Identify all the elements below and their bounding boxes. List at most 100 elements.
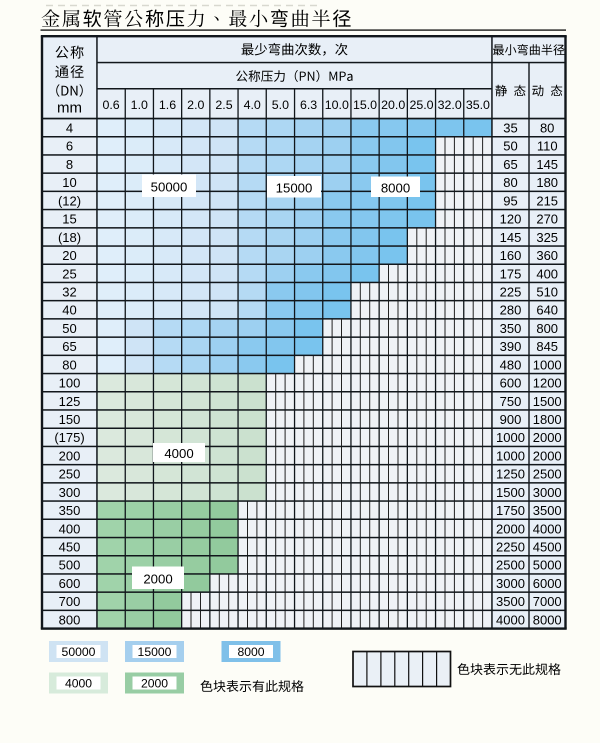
- svg-text:1200: 1200: [533, 376, 562, 391]
- svg-text:10.0: 10.0: [325, 98, 349, 112]
- svg-text:3000: 3000: [496, 576, 525, 591]
- svg-text:1800: 1800: [533, 412, 562, 427]
- svg-text:(18): (18): [58, 230, 81, 245]
- svg-text:15: 15: [62, 212, 76, 227]
- svg-text:180: 180: [536, 175, 558, 190]
- svg-text:10: 10: [62, 175, 76, 190]
- svg-text:390: 390: [500, 339, 522, 354]
- svg-text:2000: 2000: [143, 571, 172, 586]
- svg-text:400: 400: [536, 266, 558, 281]
- svg-text:2.0: 2.0: [187, 98, 204, 112]
- svg-text:15000: 15000: [138, 645, 172, 659]
- svg-text:360: 360: [536, 248, 558, 263]
- svg-text:3000: 3000: [533, 485, 562, 500]
- svg-text:845: 845: [536, 339, 558, 354]
- svg-text:4500: 4500: [533, 540, 562, 555]
- svg-text:4000: 4000: [496, 612, 525, 627]
- svg-text:2250: 2250: [496, 540, 525, 555]
- svg-text:125: 125: [59, 394, 81, 409]
- svg-text:50000: 50000: [151, 179, 188, 194]
- svg-text:25.0: 25.0: [409, 98, 433, 112]
- svg-text:15000: 15000: [276, 180, 313, 195]
- svg-text:800: 800: [536, 321, 558, 336]
- svg-text:250: 250: [59, 467, 81, 482]
- svg-text:1750: 1750: [496, 503, 525, 518]
- svg-text:65: 65: [62, 339, 76, 354]
- svg-text:80: 80: [540, 121, 554, 136]
- svg-text:3500: 3500: [496, 594, 525, 609]
- svg-text:80: 80: [62, 357, 76, 372]
- svg-text:150: 150: [59, 412, 81, 427]
- svg-text:110: 110: [537, 139, 558, 154]
- svg-text:200: 200: [59, 448, 81, 463]
- svg-text:80: 80: [503, 175, 517, 190]
- svg-text:1.6: 1.6: [159, 98, 176, 112]
- svg-text:400: 400: [59, 521, 81, 536]
- svg-text:600: 600: [500, 376, 522, 391]
- svg-text:1000: 1000: [496, 430, 525, 445]
- svg-text:4000: 4000: [164, 446, 193, 461]
- svg-text:5.0: 5.0: [272, 98, 289, 112]
- svg-text:280: 280: [500, 303, 522, 318]
- svg-text:(12): (12): [58, 193, 81, 208]
- svg-text:2000: 2000: [533, 448, 562, 463]
- svg-text:1250: 1250: [496, 467, 525, 482]
- svg-text:480: 480: [500, 357, 522, 372]
- svg-text:2500: 2500: [533, 467, 562, 482]
- svg-text:5000: 5000: [533, 558, 562, 573]
- svg-text:4: 4: [66, 121, 73, 136]
- svg-text:160: 160: [500, 248, 522, 263]
- svg-text:6: 6: [66, 139, 73, 154]
- svg-text:25: 25: [62, 266, 76, 281]
- svg-text:800: 800: [59, 612, 81, 627]
- svg-text:2.5: 2.5: [215, 98, 232, 112]
- svg-text:6.3: 6.3: [300, 98, 317, 112]
- svg-text:32: 32: [62, 285, 76, 300]
- svg-text:2000: 2000: [496, 521, 525, 536]
- svg-text:1500: 1500: [533, 394, 562, 409]
- svg-text:350: 350: [500, 321, 522, 336]
- svg-text:145: 145: [536, 157, 558, 172]
- svg-text:1500: 1500: [496, 485, 525, 500]
- svg-text:100: 100: [59, 376, 81, 391]
- svg-text:0.6: 0.6: [102, 98, 119, 112]
- svg-text:50: 50: [503, 139, 517, 154]
- svg-text:640: 640: [536, 303, 558, 318]
- svg-text:120: 120: [500, 212, 522, 227]
- svg-text:510: 510: [536, 285, 558, 300]
- svg-text:750: 750: [500, 394, 522, 409]
- svg-text:20: 20: [62, 248, 76, 263]
- svg-text:225: 225: [500, 285, 522, 300]
- svg-text:8000: 8000: [237, 645, 264, 659]
- svg-text:6000: 6000: [533, 576, 562, 591]
- svg-text:1000: 1000: [496, 448, 525, 463]
- svg-text:35.0: 35.0: [466, 98, 490, 112]
- svg-text:2500: 2500: [496, 558, 525, 573]
- svg-text:50000: 50000: [62, 645, 96, 659]
- svg-text:32.0: 32.0: [438, 98, 462, 112]
- svg-text:65: 65: [503, 157, 517, 172]
- svg-text:175: 175: [500, 266, 522, 281]
- svg-text:8000: 8000: [381, 180, 410, 195]
- svg-text:4000: 4000: [533, 521, 562, 536]
- svg-text:900: 900: [500, 412, 522, 427]
- svg-text:2000: 2000: [141, 677, 168, 691]
- svg-text:500: 500: [59, 558, 81, 573]
- svg-text:8000: 8000: [533, 612, 562, 627]
- svg-text:15.0: 15.0: [353, 98, 377, 112]
- svg-text:270: 270: [536, 212, 558, 227]
- svg-text:300: 300: [59, 485, 81, 500]
- svg-text:(175): (175): [54, 430, 84, 445]
- svg-text:4.0: 4.0: [244, 98, 261, 112]
- svg-text:325: 325: [536, 230, 558, 245]
- svg-text:3500: 3500: [533, 503, 562, 518]
- svg-text:450: 450: [59, 540, 81, 555]
- svg-text:20.0: 20.0: [381, 98, 405, 112]
- svg-text:4000: 4000: [65, 677, 92, 691]
- svg-text:40: 40: [62, 303, 76, 318]
- svg-text:1.0: 1.0: [131, 98, 148, 112]
- svg-text:95: 95: [503, 193, 517, 208]
- svg-text:35: 35: [503, 121, 517, 136]
- svg-text:mm: mm: [57, 100, 82, 117]
- svg-text:700: 700: [59, 594, 81, 609]
